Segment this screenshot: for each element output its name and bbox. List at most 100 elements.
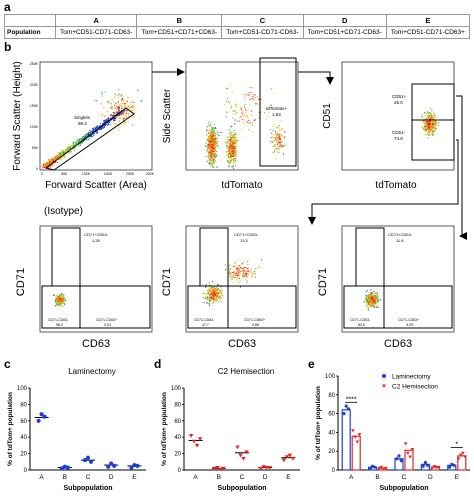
event-dot xyxy=(213,162,215,164)
event-dot xyxy=(44,163,46,165)
event-dot xyxy=(367,296,369,298)
event-dot xyxy=(207,136,209,138)
event-dot xyxy=(218,301,220,303)
x-tick-label: A xyxy=(193,474,198,481)
event-dot xyxy=(207,138,209,140)
gate-value: 0.23 xyxy=(104,323,111,327)
event-dot xyxy=(254,94,256,96)
data-point xyxy=(368,466,372,470)
event-dot xyxy=(212,153,215,155)
event-dot xyxy=(239,117,241,119)
event-dot xyxy=(229,157,231,159)
event-dot xyxy=(44,164,46,166)
event-dot xyxy=(215,127,217,129)
event-dot xyxy=(273,93,275,95)
event-dot xyxy=(202,296,204,298)
event-dot xyxy=(231,110,234,112)
x-axis-label: tdTomato xyxy=(221,180,263,191)
event-dot xyxy=(212,160,214,162)
event-dot xyxy=(220,298,222,300)
event-dot xyxy=(60,152,62,154)
event-dot xyxy=(206,138,208,140)
event-dot xyxy=(215,144,217,146)
event-dot xyxy=(105,120,107,122)
event-dot xyxy=(103,107,105,109)
event-dot xyxy=(372,305,374,307)
legend-marker xyxy=(382,384,386,388)
event-dot xyxy=(247,275,249,277)
event-dot xyxy=(77,138,79,140)
event-dot xyxy=(432,127,434,129)
event-dot xyxy=(231,134,233,137)
event-dot xyxy=(206,289,209,291)
event-dot xyxy=(46,161,48,163)
event-dot xyxy=(111,99,113,101)
event-dot xyxy=(213,150,215,153)
event-dot xyxy=(209,155,211,157)
event-dot xyxy=(212,281,214,283)
data-point xyxy=(406,451,410,455)
event-dot xyxy=(232,138,234,140)
event-dot xyxy=(235,143,238,145)
event-dot xyxy=(234,147,236,149)
event-dot xyxy=(243,114,245,116)
event-dot xyxy=(58,299,60,302)
event-dot xyxy=(107,102,109,104)
event-dot xyxy=(248,104,251,106)
event-dot xyxy=(123,121,125,124)
event-dot xyxy=(213,141,215,143)
event-dot xyxy=(278,137,280,139)
event-dot xyxy=(202,293,204,295)
event-dot xyxy=(269,141,271,143)
event-dot xyxy=(117,101,119,103)
event-dot xyxy=(240,107,242,109)
y-axis-label: Forward Scatter (Height) xyxy=(12,61,23,170)
gate-name: CD71-CD63- xyxy=(194,318,215,322)
event-dot xyxy=(270,136,272,139)
gate-name: CD71-CD63+ xyxy=(244,318,265,322)
chart-comparison: 0 20 40 60 80 100% of tdTom+ population Subpop… xyxy=(315,374,470,492)
event-dot xyxy=(432,124,434,126)
y-axis-label: % of tdTom+ population xyxy=(315,386,322,460)
event-dot xyxy=(246,270,248,272)
event-dot xyxy=(225,151,227,153)
event-dot xyxy=(428,134,430,137)
data-point xyxy=(448,465,452,469)
event-dot xyxy=(232,265,234,267)
event-dot xyxy=(132,107,134,109)
event-dot xyxy=(246,110,248,112)
event-dot xyxy=(241,128,243,130)
event-dot xyxy=(369,302,371,304)
event-dot xyxy=(228,274,230,276)
event-dot xyxy=(129,101,131,103)
event-dot xyxy=(284,136,286,138)
event-dot xyxy=(208,124,210,126)
event-dot xyxy=(276,127,278,129)
event-dot xyxy=(366,305,368,307)
event-dot xyxy=(272,151,274,153)
event-dot xyxy=(131,106,133,108)
event-dot xyxy=(128,112,130,115)
event-dot xyxy=(59,302,62,304)
event-dot xyxy=(371,294,373,296)
event-dot xyxy=(245,276,247,278)
event-dot xyxy=(250,272,252,274)
event-dot xyxy=(96,100,98,102)
event-dot xyxy=(275,157,277,160)
event-dot xyxy=(434,125,436,127)
event-dot xyxy=(214,141,216,143)
event-dot xyxy=(366,300,368,302)
event-dot xyxy=(115,123,117,125)
event-dot xyxy=(253,273,255,275)
event-dot xyxy=(430,125,432,128)
event-dot xyxy=(127,105,129,107)
data-point xyxy=(215,465,220,470)
event-dot xyxy=(211,147,213,149)
event-dot xyxy=(209,287,211,289)
x-axis-label: CD63 xyxy=(82,338,110,350)
event-dot xyxy=(428,130,430,132)
event-dot xyxy=(281,134,283,136)
event-dot xyxy=(428,121,430,123)
event-dot xyxy=(229,129,231,131)
event-dot xyxy=(214,128,216,130)
